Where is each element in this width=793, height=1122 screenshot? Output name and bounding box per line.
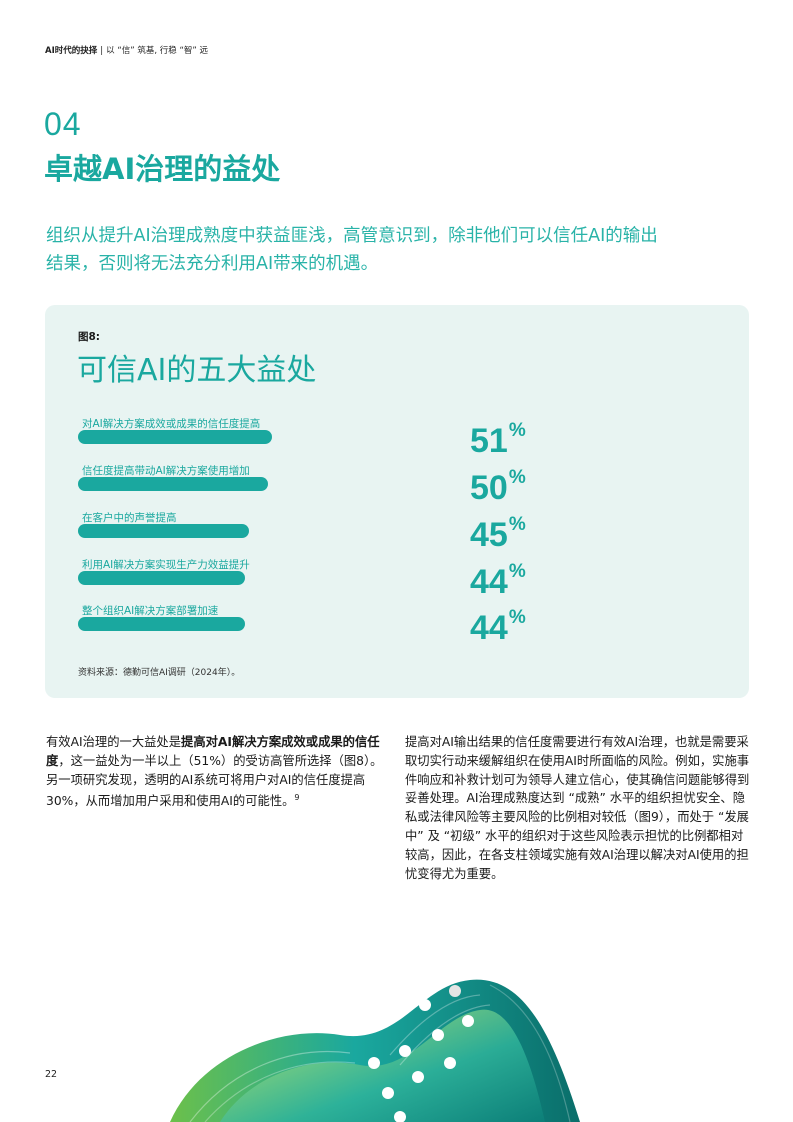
bar-track	[78, 477, 458, 491]
bar	[78, 430, 272, 444]
bar-value-unit: %	[508, 467, 526, 488]
bar-label: 对AI解决方案成效或成果的信任度提高	[82, 418, 261, 430]
section-title: 卓越AI治理的益处	[44, 152, 281, 186]
bar-value-number: 44	[470, 609, 508, 647]
figure-panel: 图8: 可信AI的五大益处 对AI解决方案成效或成果的信任度提高 51% 信任度提高…	[45, 305, 749, 698]
figure-source: 资料来源：德勤可信AI调研（2024年）。	[78, 668, 241, 678]
bar	[78, 617, 246, 631]
bar-track	[78, 617, 458, 631]
bar	[78, 571, 246, 585]
body-left-text-2: ，这一益处为一半以上（51%）的受访高管所选择（图8）。另一项研究发现，透明的A…	[46, 753, 383, 809]
bar-value-unit: %	[508, 514, 526, 535]
bar-value-unit: %	[508, 561, 526, 582]
bar-value-unit: %	[508, 607, 526, 628]
bar-value-number: 44	[470, 563, 508, 601]
header-subtitle: 以 “信” 筑基, 行稳 “智” 远	[106, 46, 208, 56]
bar	[78, 524, 249, 538]
figure-label: 图8:	[78, 331, 101, 343]
bar-value-label: 50%	[470, 467, 526, 508]
bar-value-label: 45%	[470, 514, 526, 555]
bar-value-number: 50	[470, 469, 508, 507]
bar-track	[78, 524, 458, 538]
bar-label: 整个组织AI解决方案部署加速	[82, 605, 219, 617]
body-left-bold: 提高对AI解决方案成效或成果的信任度	[46, 735, 380, 768]
bar-value-number: 45	[470, 516, 508, 554]
bar-label: 利用AI解决方案实现生产力效益提升	[82, 559, 250, 571]
header-separator: |	[100, 46, 104, 56]
section-number: 04	[44, 106, 82, 142]
bar-value-number: 51	[470, 422, 508, 460]
bar-label: 信任度提高带动AI解决方案使用增加	[82, 465, 250, 477]
body-right-column: 提高对AI输出结果的信任度需要进行有效AI治理，也就是需要采取切实行动来缓解组织…	[405, 735, 750, 881]
bar-value-unit: %	[508, 420, 526, 441]
bar-row: 信任度提高带动AI解决方案使用增加 50%	[78, 463, 718, 509]
bar-row: 利用AI解决方案实现生产力效益提升 44%	[78, 557, 718, 603]
bar-row: 整个组织AI解决方案部署加速 44%	[78, 603, 718, 649]
page-number: 22	[45, 1069, 58, 1080]
body-left-text-1: 有效AI治理的一大益处是	[46, 735, 182, 749]
bar-row: 在客户中的声誉提高 45%	[78, 510, 718, 556]
bar-track	[78, 430, 458, 444]
body-left-column: 有效AI治理的一大益处是提高对AI解决方案成效或成果的信任度，这一益处为一半以上…	[46, 733, 384, 811]
footnote-ref: 9	[294, 793, 300, 803]
bar-row: 对AI解决方案成效或成果的信任度提高 51%	[78, 416, 718, 462]
header-title: AI时代的抉择	[45, 46, 98, 56]
decorative-wave-art	[170, 979, 580, 1122]
bar	[78, 477, 268, 491]
bar-value-label: 51%	[470, 420, 526, 461]
running-header: AI时代的抉择 | 以 “信” 筑基, 行稳 “智” 远	[45, 44, 208, 56]
bar-value-label: 44%	[470, 561, 526, 602]
section-intro: 组织从提升AI治理成熟度中获益匪浅，高管意识到，除非他们可以信任AI的输出结果，…	[46, 226, 658, 274]
figure-title: 可信AI的五大益处	[77, 353, 317, 388]
bar-track	[78, 571, 458, 585]
bar-value-label: 44%	[470, 607, 526, 648]
bar-label: 在客户中的声誉提高	[82, 512, 177, 524]
